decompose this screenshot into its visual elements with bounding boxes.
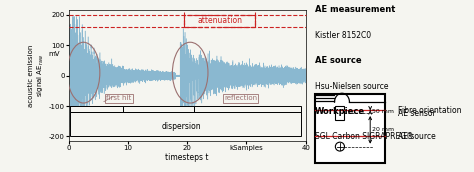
Text: reflection: reflection xyxy=(224,95,257,101)
Bar xyxy=(70,106,123,112)
Bar xyxy=(315,94,385,163)
Text: AE sensor: AE sensor xyxy=(398,109,436,118)
Text: Fibre orientation: Fibre orientation xyxy=(398,106,462,115)
X-axis label: timesteps t: timesteps t xyxy=(165,153,209,162)
Text: AE source: AE source xyxy=(398,132,436,141)
FancyBboxPatch shape xyxy=(184,15,255,27)
Text: 20 mm: 20 mm xyxy=(372,127,394,132)
Text: mV: mV xyxy=(48,51,60,57)
Text: dispersion: dispersion xyxy=(162,122,201,131)
Text: AE source: AE source xyxy=(315,56,362,65)
Text: Hsu-Nielsen source: Hsu-Nielsen source xyxy=(315,82,389,90)
Text: SGL Carbon SIGRAPREG®: SGL Carbon SIGRAPREG® xyxy=(315,132,414,141)
Bar xyxy=(123,106,194,112)
Y-axis label: acoustic emission
signal AE$_{\mathregular{raw}}$: acoustic emission signal AE$_{\mathregul… xyxy=(28,45,46,107)
Text: AE measurement: AE measurement xyxy=(315,5,396,14)
Text: first hit: first hit xyxy=(107,95,132,101)
Text: Workpiece: Workpiece xyxy=(315,107,365,116)
Bar xyxy=(336,106,345,120)
Text: attenuation: attenuation xyxy=(197,16,242,25)
Text: 50 mm: 50 mm xyxy=(372,109,394,114)
Bar xyxy=(70,112,301,136)
Text: Kistler 8152C0: Kistler 8152C0 xyxy=(315,31,371,40)
Bar xyxy=(194,106,301,112)
